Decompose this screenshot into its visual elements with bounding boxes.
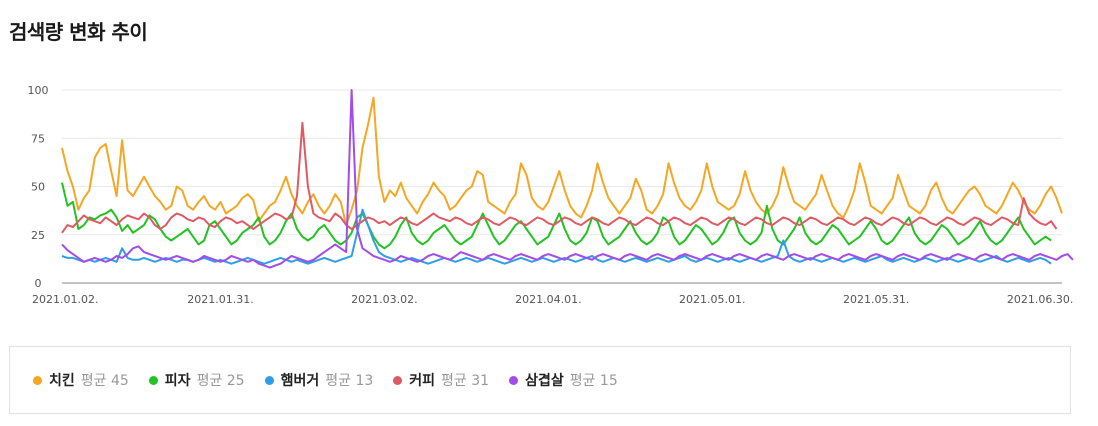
legend-series-average: 평균 25 — [196, 373, 245, 389]
chart-series-lines — [61, 89, 1074, 269]
y-tick-label: 50 — [31, 181, 45, 194]
series-line-3 — [61, 121, 1058, 234]
line-chart: 0 25 50 75 100 2021.01.02. 2021.01.31. 2021.03… — [28, 84, 1074, 306]
series-line-4 — [61, 89, 1074, 269]
legend-series-average: 평균 15 — [569, 373, 618, 389]
chart-legend: 치킨 평균 45 피자 평균 25 햄버거 평균 13 커피 평균 31 삼겹살 평균 15 — [9, 346, 1071, 414]
legend-series-average: 평균 31 — [441, 373, 490, 389]
legend-series-name: 커피 — [409, 373, 436, 389]
x-tick-label: 2021.01.02. — [32, 293, 98, 306]
legend-item[interactable]: 커피 평균 31 — [393, 370, 489, 390]
y-axis-labels: 0 25 50 75 100 — [28, 84, 49, 290]
x-tick-label: 2021.05.01. — [679, 293, 745, 306]
y-tick-label: 100 — [28, 84, 49, 97]
series-line-2 — [61, 208, 1052, 265]
legend-series-name: 삼겹살 — [525, 373, 564, 389]
legend-color-dot — [509, 375, 519, 385]
legend-item[interactable]: 피자 평균 25 — [148, 370, 245, 390]
x-tick-label: 2021.06.30. — [1007, 293, 1073, 306]
legend-series-name: 피자 — [164, 373, 191, 389]
legend-item[interactable]: 햄버거 평균 13 — [264, 370, 374, 390]
legend-color-dot — [33, 375, 42, 385]
legend-item[interactable]: 삼겹살 평균 15 — [509, 370, 618, 390]
legend-series-average: 평균 45 — [80, 373, 129, 389]
legend-series-name: 치킨 — [49, 373, 75, 389]
legend-series-average: 평균 13 — [325, 373, 374, 389]
page-title: 검색량 변화 추이 — [9, 20, 148, 44]
x-tick-label: 2021.01.31. — [187, 293, 253, 306]
legend-color-dot — [264, 375, 274, 385]
y-tick-label: 25 — [31, 229, 45, 242]
legend-color-dot — [148, 375, 158, 385]
series-line-0 — [61, 96, 1063, 227]
y-tick-label: 0 — [35, 277, 42, 290]
x-tick-label: 2021.04.01. — [515, 293, 581, 306]
x-tick-label: 2021.05.31. — [843, 293, 909, 306]
y-tick-label: 75 — [31, 132, 45, 145]
series-line-1 — [61, 182, 1052, 250]
legend-item[interactable]: 치킨 평균 45 — [33, 370, 129, 390]
chart-gridlines — [62, 89, 1062, 284]
legend-color-dot — [393, 375, 403, 385]
legend-series-name: 햄버거 — [280, 373, 320, 389]
x-axis-labels: 2021.01.02. 2021.01.31. 2021.03.02. 2021.04… — [32, 293, 1073, 306]
x-tick-label: 2021.03.02. — [351, 293, 417, 306]
